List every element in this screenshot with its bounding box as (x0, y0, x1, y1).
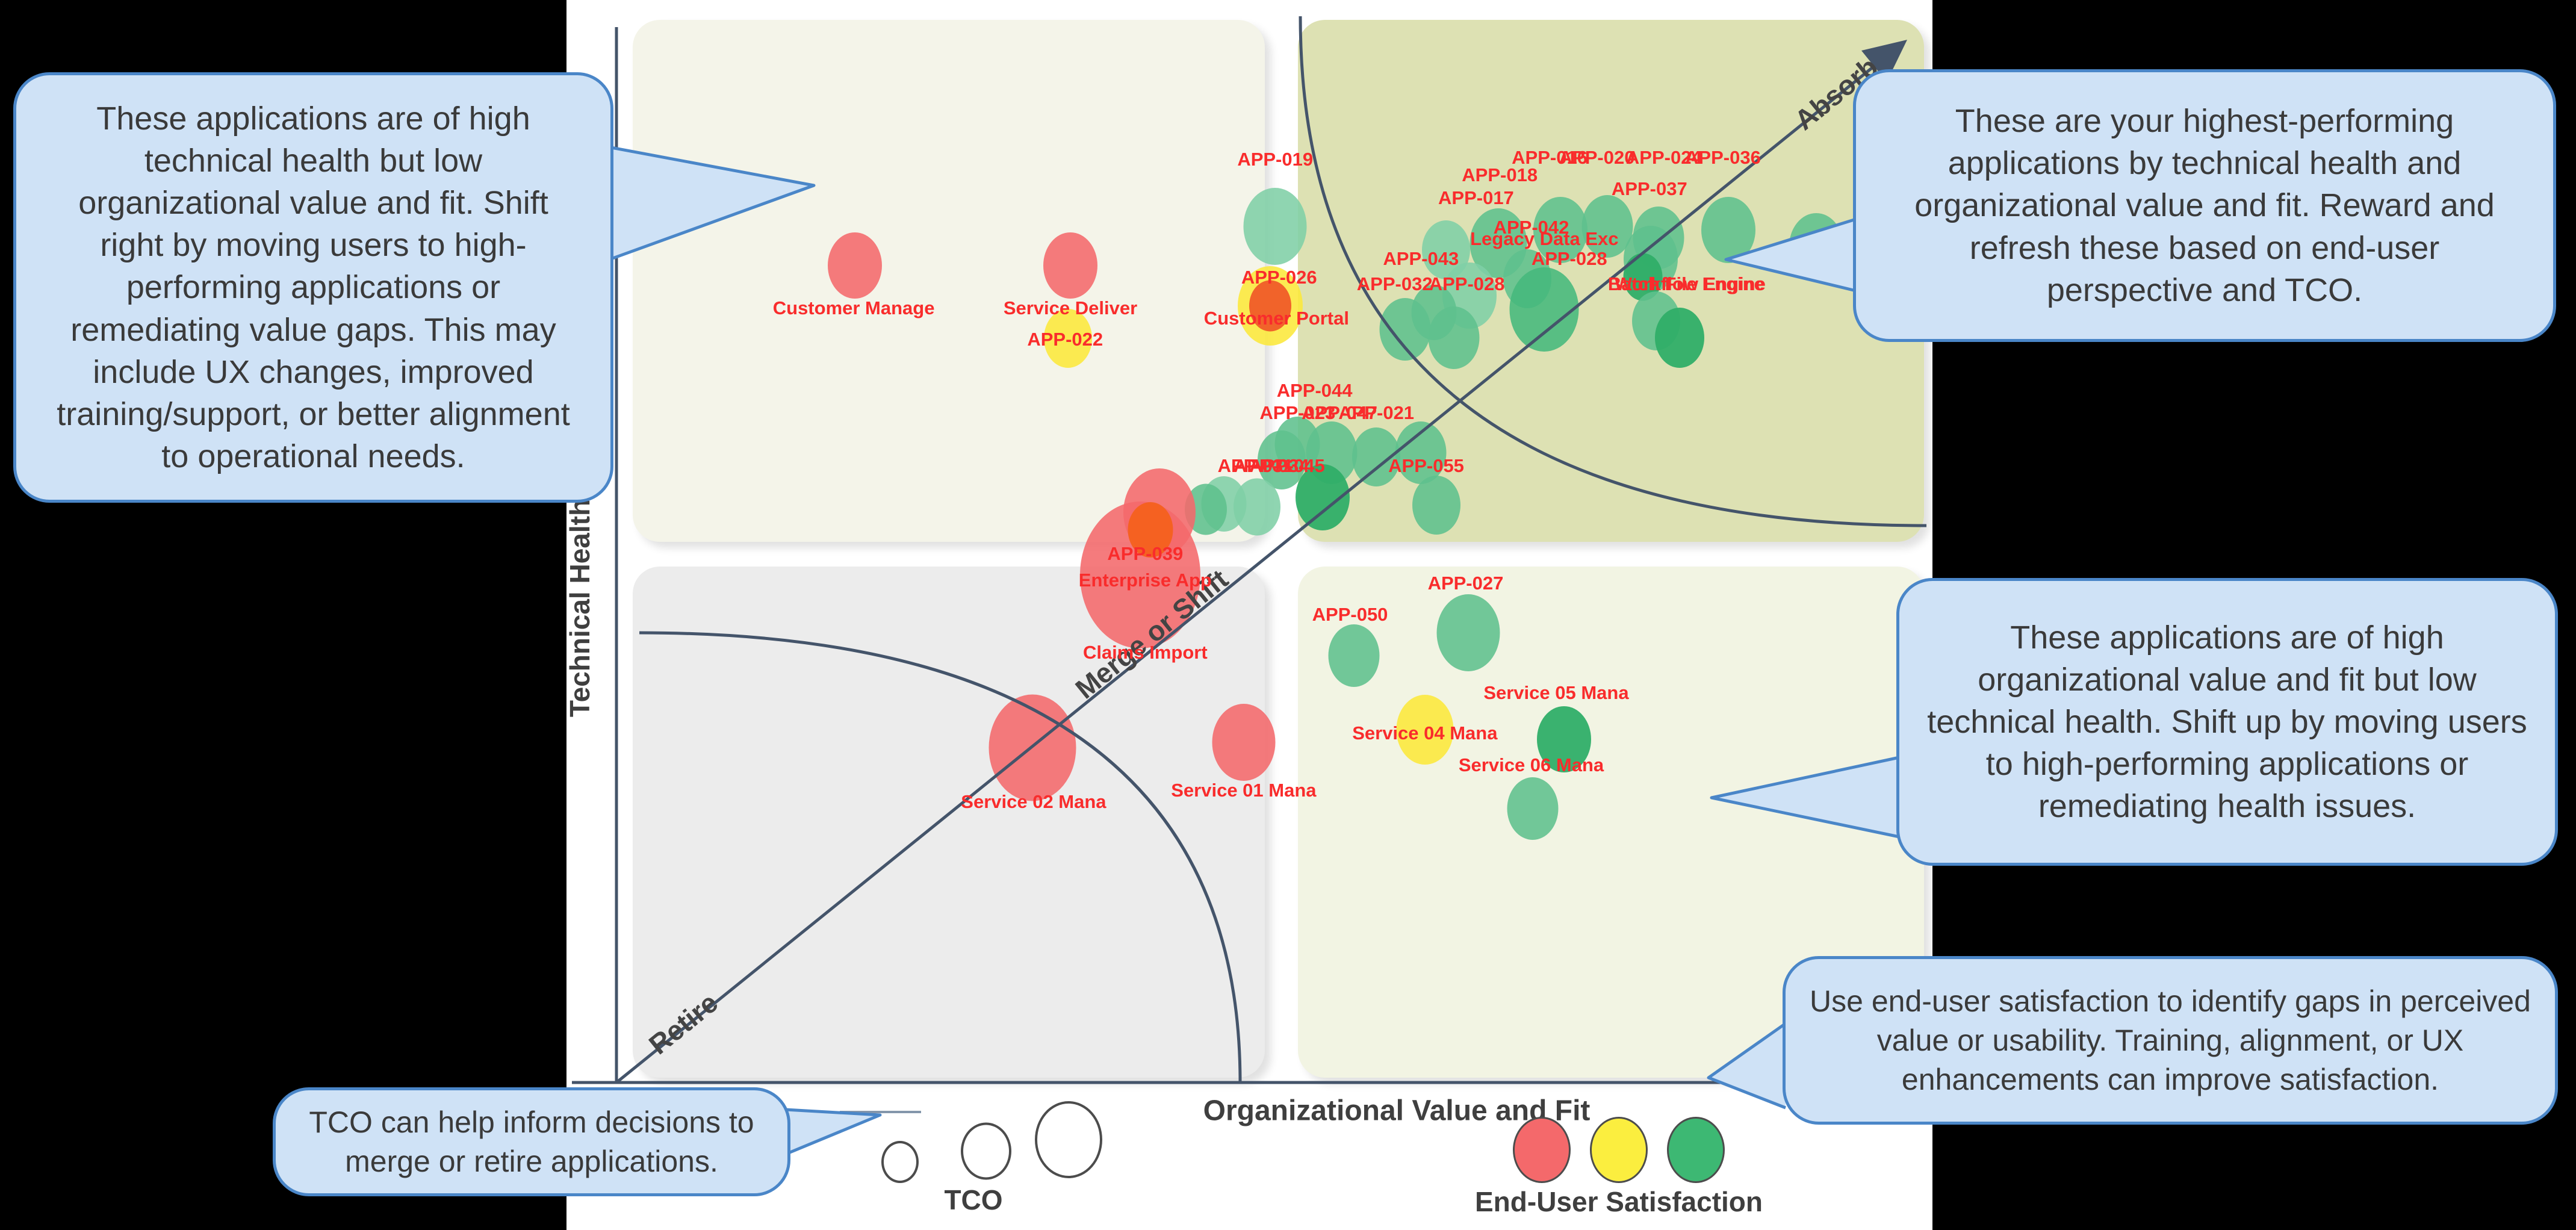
bubble-service-01-mana[interactable] (1212, 704, 1276, 781)
bottom-right-callout-tail (1707, 1022, 1787, 1110)
bubble-service-deliver[interactable] (1043, 232, 1097, 299)
callout-top-right: These are your highest-performing applic… (1853, 69, 2556, 342)
bubble-app-022[interactable] (1043, 309, 1092, 368)
tco-legend-circle (961, 1122, 1011, 1180)
bottom-left-callout-tail (785, 1108, 882, 1156)
point-label: APP-022 (1027, 329, 1103, 350)
point-label: APP-018 (1462, 164, 1538, 186)
point-label: Batch File Engine (1607, 273, 1764, 294)
tco-legend-circle (1035, 1101, 1102, 1178)
point-label: Service 05 Mana (1483, 682, 1629, 704)
point-label: Service Deliver (1003, 297, 1138, 318)
tco-legend-label: TCO (944, 1184, 1003, 1216)
satisfaction-legend-circle (1513, 1117, 1571, 1183)
bubble-app-019[interactable] (1243, 188, 1307, 266)
point-label: Customer Manage (772, 297, 935, 318)
point-label: APP-055 (1388, 455, 1464, 477)
point-label: Legacy Data Exc (1470, 228, 1619, 250)
point-label: Enterprise App (1078, 569, 1212, 591)
tco-legend-circle (881, 1141, 919, 1183)
point-label: APP-036 (1685, 146, 1761, 168)
top-left-callout-tail (610, 146, 816, 261)
point-label: APP-047 (1302, 402, 1377, 423)
point-label: Service 02 Mana (961, 791, 1106, 813)
point-label: APP-028 (1531, 248, 1607, 270)
callout-top-left-text: These applications are of high technical… (57, 100, 570, 475)
bubble-app-023[interactable] (1258, 430, 1306, 489)
point-label: Claims Import (1082, 641, 1208, 663)
bubble-service-05-mana[interactable] (1537, 706, 1592, 772)
bubble-app-050[interactable] (1328, 624, 1380, 687)
point-label: APP-028 (1429, 273, 1505, 294)
satisfaction-legend-circle (1667, 1117, 1725, 1183)
bubble-app-020[interactable] (1581, 195, 1633, 258)
top-right-callout-tail (1724, 217, 1857, 293)
bubble-customer-manage[interactable] (828, 232, 883, 299)
point-label: APP-042 (1493, 217, 1569, 238)
bubble-unlabeled[interactable] (1249, 280, 1291, 332)
bubble-service-04-mana[interactable] (1396, 695, 1454, 765)
quadrant-high-health-low-value (633, 20, 1265, 542)
point-label: APP-021 (1338, 402, 1415, 423)
point-label: APP-016 (1512, 146, 1587, 168)
point-label: APP-050 (1312, 604, 1388, 626)
point-label: APP-034 (1233, 455, 1309, 477)
point-label: APP-026 (1241, 267, 1317, 288)
point-label: APP-020 (1559, 146, 1635, 168)
point-label: Service 06 Mana (1458, 754, 1604, 776)
point-label: APP-044 (1276, 380, 1353, 402)
point-label: APP-023 (1259, 402, 1336, 423)
point-label: APP-032 (1356, 273, 1433, 294)
point-label: Service 01 Mana (1171, 780, 1317, 801)
bubble-app-027[interactable] (1436, 594, 1500, 671)
bubble-app-028[interactable] (1428, 306, 1480, 369)
callout-mid-right: These applications are of high organizat… (1896, 578, 2558, 866)
satisfaction-legend-circle (1590, 1117, 1648, 1183)
point-label: APP-024 (1625, 146, 1702, 168)
diagonal-merge-or-shift-line (615, 65, 1875, 1084)
bubble-app-055[interactable] (1412, 475, 1461, 535)
bubble-workflow-engine[interactable] (1654, 307, 1704, 368)
bubble-unlabeled[interactable] (1128, 502, 1173, 558)
callout-bottom-right: Use end-user satisfaction to identify ga… (1783, 956, 2558, 1125)
satisfaction-legend-label: End-User Satisfaction (1475, 1186, 1763, 1217)
point-label: Customer Portal (1203, 308, 1349, 329)
callout-bottom-left-text: TCO can help inform decisions to merge o… (309, 1105, 754, 1178)
bubble-app-028[interactable] (1509, 267, 1579, 352)
point-label: APP-027 (1427, 572, 1504, 594)
point-label: Service 04 Mana (1352, 722, 1498, 744)
point-label: APP-019 (1237, 149, 1314, 170)
callout-bottom-right-text: Use end-user satisfaction to identify ga… (1810, 984, 2531, 1096)
point-label: APP-045 (1249, 455, 1325, 477)
absorb-boundary-arc (1299, 16, 1927, 527)
point-label: APP-039 (1107, 543, 1184, 565)
point-label: APP-043 (1383, 248, 1459, 270)
callout-top-left: These applications are of high technical… (13, 72, 613, 503)
retire-boundary-arc (639, 631, 1242, 1083)
bubble-service-06-mana[interactable] (1507, 777, 1559, 840)
callout-bottom-left: TCO can help inform decisions to merge o… (273, 1087, 790, 1196)
callout-mid-right-text: These applications are of high organizat… (1927, 619, 2527, 825)
callout-top-right-text: These are your highest-performing applic… (1914, 103, 2495, 308)
quadrant-retire (633, 567, 1265, 1078)
point-label: APP-037 (1611, 178, 1687, 199)
point-label: APP-031 (1217, 455, 1294, 477)
diagonal-arrowhead-icon (1861, 40, 1907, 82)
point-label: APP-017 (1438, 187, 1514, 209)
point-label: Workflow Engine (1614, 273, 1766, 294)
bubble-app-034[interactable] (1233, 478, 1280, 536)
mid-right-callout-tail (1710, 756, 1900, 839)
bubble-app-016[interactable] (1533, 196, 1587, 263)
